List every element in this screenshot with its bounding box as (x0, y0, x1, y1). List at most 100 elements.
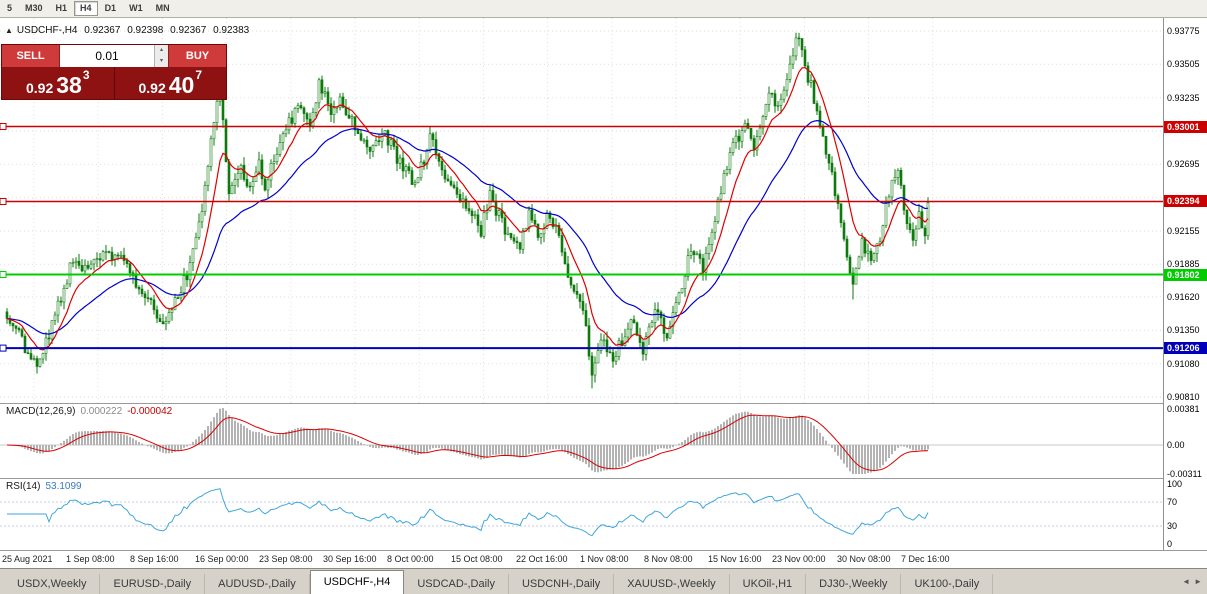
price-line-badge: 0.92394 (1164, 195, 1207, 207)
bid-prefix: 0.92 (25, 80, 54, 96)
ohlc-close: 0.92383 (213, 25, 250, 36)
ask-prefix: 0.92 (138, 80, 166, 96)
candles-layer (5, 32, 930, 389)
tab-ukoil-h1[interactable]: UKOil-,H1 (730, 574, 807, 594)
price-tick-label: 0.93235 (1167, 93, 1200, 103)
ask-pips: 40 (168, 72, 195, 98)
tab-eurusd-daily[interactable]: EURUSD-,Daily (100, 574, 206, 594)
macd-histogram (9, 408, 929, 474)
time-axis-label: 8 Nov 08:00 (644, 554, 693, 564)
rsi-name: RSI(14) (6, 481, 41, 492)
ohlc-open: 0.92367 (84, 25, 121, 36)
macd-label: MACD(12,26,9) 0.000222 -0.000042 (6, 406, 177, 417)
macd-panel-separator[interactable] (0, 403, 1207, 404)
ask-point: 7 (195, 68, 203, 82)
rsi-label: RSI(14) 53.1099 (6, 481, 87, 492)
volume-value[interactable]: 0.01 (95, 49, 119, 63)
chart-ohlc-header: ▲ USDCHF-,H4 0.92367 0.92398 0.92367 0.92… (5, 25, 253, 36)
price-tick-label: 0.91350 (1167, 325, 1200, 335)
collapse-trade-panel-icon[interactable]: ▲ (5, 26, 13, 35)
tf-button-mn[interactable]: MN (155, 3, 170, 13)
tf-button-5[interactable]: 5 (7, 3, 13, 13)
time-axis[interactable]: 25 Aug 2021 1 Sep 08:00 8 Sep 16:00 16 Sep … (0, 551, 1163, 568)
price-tick-label: 0.91080 (1167, 359, 1200, 369)
volume-up-icon[interactable]: ▴ (159, 47, 163, 53)
bid-price[interactable]: 0.92 38 3 (2, 67, 114, 99)
ask-price[interactable]: 0.92 40 7 (113, 67, 227, 99)
tf-button-h4[interactable]: H4 (74, 1, 98, 16)
rsi-tick-label: 30 (1167, 521, 1178, 531)
chart-symbol-period: USDCHF-,H4 (16, 25, 78, 36)
price-tick-label: 0.93775 (1167, 26, 1200, 36)
tab-usdchf-h4[interactable]: USDCHF-,H4 (309, 570, 405, 594)
price-line-badge: 0.93001 (1164, 121, 1207, 133)
time-axis-label: 8 Sep 16:00 (130, 554, 179, 564)
tab-usdcnh-daily[interactable]: USDCNH-,Daily (509, 574, 615, 594)
tab-scroll-left-icon[interactable]: ◄ (1182, 577, 1191, 586)
tab-scroll-controls: ◄ ► (1182, 577, 1202, 586)
timeframe-toolbar: 5 M30 H1 H4 D1 W1 MN (0, 0, 1207, 18)
price-scale[interactable]: 0.93775 0.93505 0.93235 0.92695 0.92155 0.918… (1163, 18, 1207, 550)
tab-xauusd-weekly[interactable]: XAUUSD-,Weekly (614, 574, 730, 594)
time-axis-label: 23 Nov 00:00 (772, 554, 826, 564)
tf-button-m30[interactable]: M30 (25, 3, 43, 13)
time-axis-label: 23 Sep 08:00 (259, 554, 313, 564)
volume-field[interactable]: 0.01 ▴ ▾ (60, 45, 168, 67)
bid-point: 3 (82, 68, 90, 82)
rsi-line (7, 488, 929, 537)
sell-button[interactable]: SELL (2, 45, 60, 67)
rsi-value: 53.1099 (45, 481, 82, 492)
price-line-badge: 0.91206 (1164, 342, 1207, 354)
tab-usdx-weekly[interactable]: USDX,Weekly (4, 574, 101, 594)
rsi-levels (0, 501, 1163, 527)
rsi-tick-label: 100 (1167, 479, 1183, 489)
chart-tab-bar: USDX,Weekly EURUSD-,Daily AUDUSD-,Daily … (0, 568, 1207, 594)
fast-ma-line (6, 66, 929, 351)
rsi-indicator-chart[interactable] (0, 479, 1163, 550)
tab-audusd-daily[interactable]: AUDUSD-,Daily (205, 574, 310, 594)
rsi-tick-label: 0 (1167, 539, 1173, 549)
bid-pips: 38 (56, 72, 82, 98)
one-click-trading-panel: SELL 0.01 ▴ ▾ BUY 0.92 38 3 0.92 40 7 (1, 44, 227, 100)
price-tick-label: 0.91885 (1167, 259, 1200, 269)
macd-tick-label: 0.00381 (1167, 404, 1200, 414)
tab-dj30-weekly[interactable]: DJ30-,Weekly (806, 574, 902, 594)
tf-button-w1[interactable]: W1 (129, 3, 143, 13)
macd-signal-line (6, 414, 929, 472)
price-tick-label: 0.91620 (1167, 292, 1200, 302)
buy-button[interactable]: BUY (168, 45, 226, 67)
volume-down-icon[interactable]: ▾ (159, 58, 163, 64)
time-axis-label: 1 Nov 08:00 (580, 554, 629, 564)
tf-button-h1[interactable]: H1 (55, 3, 68, 13)
time-axis-label: 8 Oct 00:00 (387, 554, 434, 564)
macd-name: MACD(12,26,9) (6, 406, 76, 417)
price-tick-label: 0.90810 (1167, 392, 1200, 402)
time-axis-label: 25 Aug 2021 (2, 554, 53, 564)
tab-uk100-daily[interactable]: UK100-,Daily (901, 574, 994, 594)
time-axis-label: 30 Nov 08:00 (837, 554, 891, 564)
tab-scroll-right-icon[interactable]: ► (1194, 577, 1202, 586)
macd-signal-value: -0.000042 (127, 406, 173, 417)
price-line-badge: 0.91802 (1164, 269, 1207, 281)
horizontal-lines-layer (0, 123, 1163, 352)
main-price-chart[interactable] (0, 18, 1163, 403)
volume-stepper: ▴ ▾ (154, 45, 168, 67)
time-axis-label: 15 Nov 16:00 (708, 554, 762, 564)
macd-tick-label: -0.00311 (1167, 469, 1202, 479)
time-axis-label: 16 Sep 00:00 (195, 554, 249, 564)
time-axis-label: 15 Oct 08:00 (451, 554, 503, 564)
rsi-panel-separator[interactable] (0, 478, 1207, 479)
price-tick-label: 0.93505 (1167, 59, 1200, 69)
tf-button-d1[interactable]: D1 (104, 3, 117, 13)
macd-indicator-chart[interactable] (0, 404, 1163, 478)
time-axis-label: 22 Oct 16:00 (516, 554, 568, 564)
vertical-grid (33, 18, 934, 403)
price-tick-label: 0.92695 (1167, 159, 1200, 169)
macd-main-value: 0.000222 (80, 406, 123, 417)
rsi-tick-label: 70 (1167, 497, 1178, 507)
tab-usdcad-daily[interactable]: USDCAD-,Daily (404, 574, 509, 594)
time-axis-label: 1 Sep 08:00 (66, 554, 115, 564)
slow-ma-line (6, 119, 929, 335)
macd-tick-label: 0.00 (1167, 440, 1185, 450)
time-axis-label: 30 Sep 16:00 (323, 554, 377, 564)
